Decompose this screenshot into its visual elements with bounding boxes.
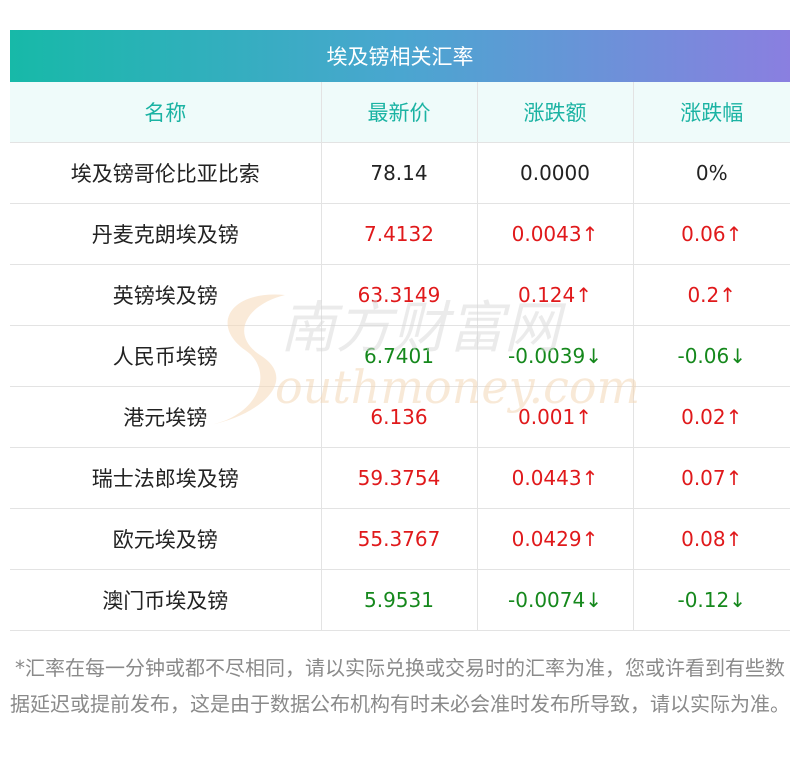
cell-name: 人民币埃镑 (10, 325, 322, 387)
table-header-row: 名称 最新价 涨跌额 涨跌幅 (10, 82, 790, 143)
cell-price: 59.3754 (321, 447, 478, 509)
cell-name: 英镑埃及镑 (10, 264, 322, 326)
header-name: 名称 (10, 82, 322, 143)
disclaimer-note: *汇率在每一分钟或都不尽相同，请以实际兑换或交易时的汇率为准，您或许看到有些数据… (10, 656, 790, 716)
cell-price: 7.4132 (321, 203, 478, 265)
table-row: 埃及镑哥伦比亚比索 78.14 0.0000 0% (10, 142, 790, 204)
table-row: 丹麦克朗埃及镑 7.4132 0.0043↑ 0.06↑ (10, 203, 790, 265)
cell-change: 0.0043↑ (477, 203, 634, 265)
header-price: 最新价 (321, 82, 478, 143)
table-row: 瑞士法郎埃及镑 59.3754 0.0443↑ 0.07↑ (10, 447, 790, 509)
cell-change: 0.0000 (477, 142, 634, 204)
cell-pct: 0.02↑ (633, 386, 790, 448)
cell-name: 港元埃镑 (10, 386, 322, 448)
cell-name: 欧元埃及镑 (10, 508, 322, 570)
cell-price: 6.136 (321, 386, 478, 448)
rates-table: 名称 最新价 涨跌额 涨跌幅 埃及镑哥伦比亚比索 78.14 0.0000 0% 丹麦克… (10, 82, 790, 631)
cell-price: 5.9531 (321, 569, 478, 631)
cell-change: 0.0429↑ (477, 508, 634, 570)
table-row: 澳门币埃及镑 5.9531 -0.0074↓ -0.12↓ (10, 569, 790, 631)
cell-pct: 0.2↑ (633, 264, 790, 326)
cell-name: 澳门币埃及镑 (10, 569, 322, 631)
cell-price: 6.7401 (321, 325, 478, 387)
cell-pct: -0.12↓ (633, 569, 790, 631)
cell-pct: 0.08↑ (633, 508, 790, 570)
table-row: 英镑埃及镑 63.3149 0.124↑ 0.2↑ (10, 264, 790, 326)
cell-pct: 0% (633, 142, 790, 204)
cell-pct: 0.07↑ (633, 447, 790, 509)
cell-pct: -0.06↓ (633, 325, 790, 387)
cell-change: -0.0039↓ (477, 325, 634, 387)
cell-change: 0.124↑ (477, 264, 634, 326)
cell-name: 埃及镑哥伦比亚比索 (10, 142, 322, 204)
cell-change: 0.001↑ (477, 386, 634, 448)
cell-price: 55.3767 (321, 508, 478, 570)
cell-change: 0.0443↑ (477, 447, 634, 509)
cell-change: -0.0074↓ (477, 569, 634, 631)
table-row: 欧元埃及镑 55.3767 0.0429↑ 0.08↑ (10, 508, 790, 570)
rate-panel: 埃及镑相关汇率 名称 最新价 涨跌额 涨跌幅 埃及镑哥伦比亚比索 78.14 0.0… (10, 30, 790, 631)
cell-name: 丹麦克朗埃及镑 (10, 203, 322, 265)
cell-price: 78.14 (321, 142, 478, 204)
table-row: 港元埃镑 6.136 0.001↑ 0.02↑ (10, 386, 790, 448)
cell-price: 63.3149 (321, 264, 478, 326)
header-change: 涨跌额 (477, 82, 634, 143)
header-pct: 涨跌幅 (633, 82, 790, 143)
cell-name: 瑞士法郎埃及镑 (10, 447, 322, 509)
table-row: 人民币埃镑 6.7401 -0.0039↓ -0.06↓ (10, 325, 790, 387)
table-title: 埃及镑相关汇率 (10, 30, 790, 82)
cell-pct: 0.06↑ (633, 203, 790, 265)
